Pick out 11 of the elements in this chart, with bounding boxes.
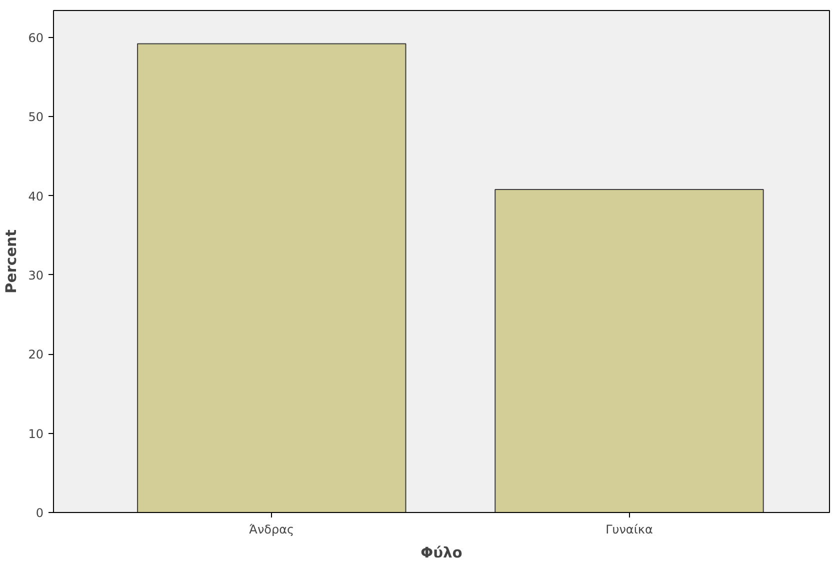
y-tick-label: 60: [28, 30, 44, 45]
y-tick-label: 10: [28, 426, 44, 441]
x-tick-label: Γυναίκα: [606, 522, 653, 536]
y-tick-label: 0: [36, 506, 44, 520]
y-tick-label: 20: [28, 348, 44, 362]
x-tick-label: Άνδρας: [249, 522, 294, 536]
y-tick-label: 50: [28, 110, 44, 124]
y-tick-label: 40: [28, 189, 44, 204]
y-tick-label: 30: [28, 268, 44, 282]
y-axis-title: Percent: [3, 230, 20, 294]
x-axis-title: Φύλο: [420, 544, 462, 562]
